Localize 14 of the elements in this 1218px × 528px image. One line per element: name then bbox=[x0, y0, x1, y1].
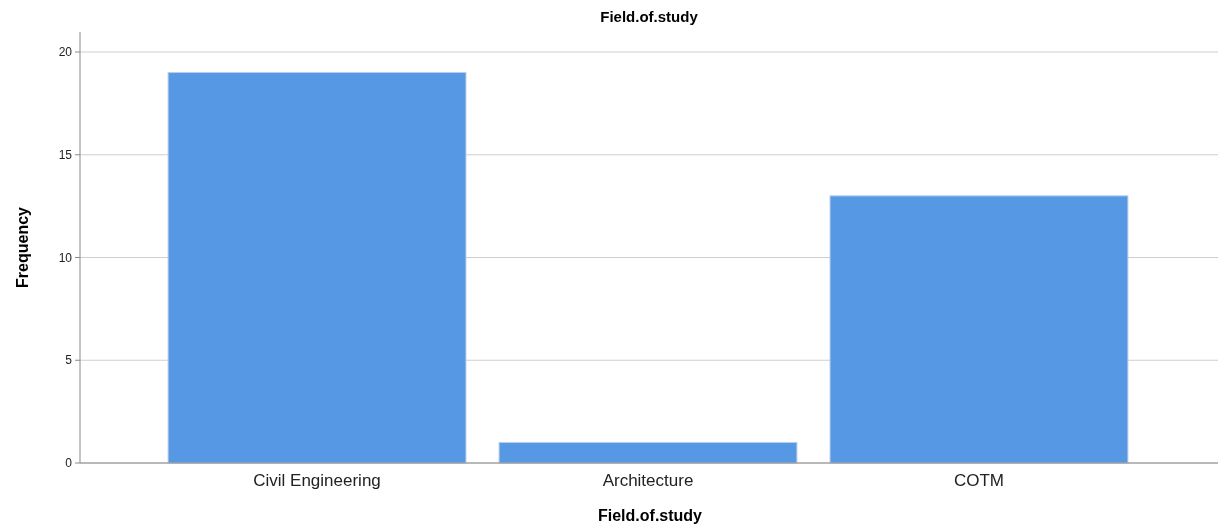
x-tick-label: Civil Engineering bbox=[253, 471, 381, 490]
x-tick-label: COTM bbox=[953, 471, 1004, 490]
bar bbox=[829, 195, 1129, 464]
y-tick-label: 20 bbox=[58, 45, 73, 60]
x-axis-title: Field.of.study bbox=[598, 507, 703, 524]
bar bbox=[498, 441, 798, 464]
bar bbox=[167, 72, 467, 464]
y-tick-label: 10 bbox=[58, 250, 73, 265]
y-tick-label: 0 bbox=[65, 456, 73, 471]
y-axis-title: Frequency bbox=[14, 206, 31, 288]
y-tick-label: 15 bbox=[58, 147, 73, 162]
x-tick-label: Architecture bbox=[602, 471, 694, 490]
y-tick-label: 5 bbox=[65, 353, 73, 368]
chart-title: Field.of.study bbox=[600, 8, 699, 25]
